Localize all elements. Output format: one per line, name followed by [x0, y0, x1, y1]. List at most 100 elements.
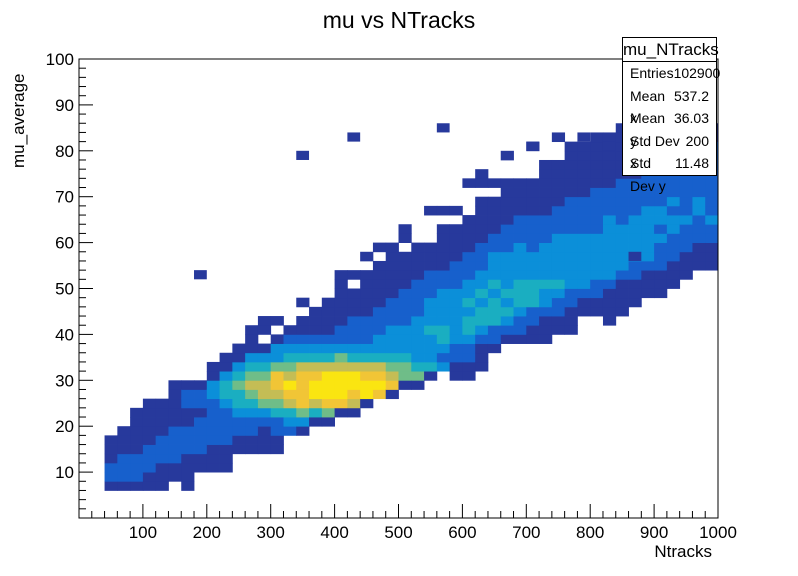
histogram-bin	[168, 472, 182, 482]
histogram-bin	[385, 288, 399, 299]
stats-box: mu_NTracks Entries 102900 Mean x 537.2 M…	[622, 37, 720, 194]
histogram-bin	[692, 178, 706, 188]
histogram-bin	[398, 371, 412, 381]
histogram-bin	[564, 141, 578, 152]
histogram-bin	[449, 251, 463, 262]
histogram-bin	[232, 352, 246, 363]
histogram-bin	[526, 196, 540, 207]
histogram-bin	[641, 288, 655, 299]
histogram-bin	[142, 444, 157, 455]
histogram-bin	[513, 279, 527, 289]
histogram-bin	[424, 297, 438, 308]
histogram-bin	[385, 334, 399, 344]
histogram-bin	[321, 380, 335, 390]
histogram-bin	[641, 224, 655, 234]
histogram-bin	[564, 224, 578, 234]
histogram-bin	[590, 279, 604, 289]
histogram-bin	[475, 215, 489, 225]
histogram-bin	[372, 343, 387, 354]
histogram-bin	[526, 242, 540, 253]
stats-row-std-x: Std Dev x 200	[623, 130, 716, 172]
stats-label: Std Dev y	[630, 155, 666, 194]
histogram-bin	[666, 242, 681, 253]
histogram-bin	[475, 297, 489, 308]
histogram-bin	[500, 224, 514, 234]
histogram-bin	[155, 417, 169, 427]
histogram-bin	[577, 132, 591, 142]
histogram-bin	[628, 242, 642, 253]
stats-row-mean-y: Mean y 36.03	[623, 107, 716, 149]
histogram-bin	[615, 242, 629, 253]
histogram-bin	[155, 435, 169, 445]
histogram-bin	[539, 334, 553, 344]
histogram-bin	[360, 316, 374, 326]
histogram-bin	[526, 270, 540, 280]
histogram-bin	[206, 417, 220, 427]
histogram-bin	[385, 251, 399, 262]
histogram-bin	[424, 352, 438, 363]
histogram-bin	[142, 472, 157, 482]
histogram-bin	[385, 260, 399, 271]
histogram-bin	[347, 352, 361, 363]
histogram-bin	[475, 316, 489, 326]
histogram-bin	[321, 343, 335, 354]
histogram-bin	[641, 242, 655, 253]
histogram-bin	[602, 306, 617, 317]
histogram-bin	[296, 407, 310, 418]
histogram-bin	[590, 288, 604, 299]
histogram-bin	[296, 398, 310, 409]
histogram-bin	[526, 224, 540, 234]
y-tick-label: 70	[55, 188, 74, 207]
histogram-bin	[347, 306, 361, 317]
histogram-bin	[500, 288, 514, 299]
histogram-bin	[309, 371, 323, 381]
histogram-bin	[257, 435, 272, 445]
histogram-bin	[564, 288, 578, 299]
histogram-bin	[257, 417, 272, 427]
histogram-bin	[411, 361, 425, 372]
x-tick-label: 200	[193, 523, 221, 542]
histogram-bin	[449, 371, 463, 381]
histogram-bin	[411, 279, 425, 289]
histogram-bin	[654, 196, 668, 207]
histogram-bin	[641, 187, 655, 198]
histogram-bin	[564, 260, 578, 271]
histogram-bin	[602, 187, 617, 198]
histogram-bin	[411, 260, 425, 271]
histogram-bin	[194, 453, 208, 464]
histogram-bin	[219, 361, 233, 372]
histogram-bin	[424, 306, 438, 317]
histogram-bin	[615, 288, 629, 299]
histogram-bin	[551, 215, 566, 225]
histogram-bin	[615, 178, 629, 188]
histogram-bin	[334, 325, 348, 335]
histogram-bin	[206, 426, 220, 436]
histogram-bin	[615, 224, 629, 234]
histogram-bin	[360, 361, 374, 372]
histogram-bin	[590, 270, 604, 280]
histogram-bin	[360, 251, 374, 262]
histogram-bin	[283, 389, 297, 400]
histogram-bin	[602, 270, 617, 280]
histogram-bin	[551, 178, 566, 188]
histogram-bin	[398, 233, 412, 243]
histogram-bin	[155, 472, 169, 482]
histogram-bin	[692, 251, 706, 262]
histogram-bin	[424, 260, 438, 271]
histogram-bin	[487, 224, 502, 234]
histogram-bin	[155, 398, 169, 409]
y-tick-label: 60	[55, 234, 74, 253]
histogram-bin	[117, 435, 131, 445]
histogram-bin	[219, 462, 233, 473]
histogram-bin	[590, 196, 604, 207]
histogram-bin	[181, 389, 195, 400]
histogram-bin	[194, 389, 208, 400]
histogram-bin	[296, 352, 310, 363]
stats-label: Mean y	[630, 110, 666, 149]
histogram-bin	[334, 380, 348, 390]
histogram-bin	[564, 169, 578, 179]
histogram-bin	[500, 316, 514, 326]
histogram-bin	[513, 297, 527, 308]
histogram-bin	[628, 270, 642, 280]
histogram-bin	[577, 279, 591, 289]
